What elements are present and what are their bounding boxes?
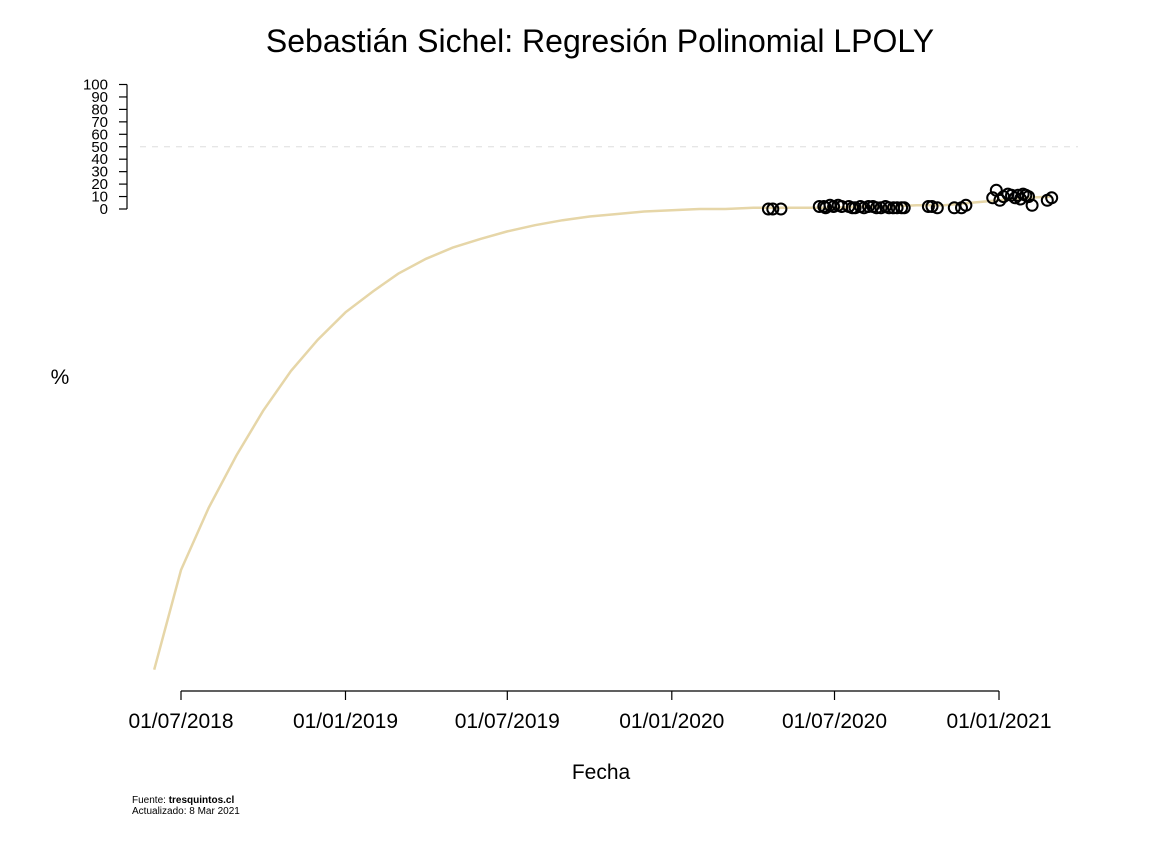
data-point	[761, 202, 775, 216]
y-tick-label: 80	[91, 101, 108, 118]
regression-line	[152, 195, 1052, 671]
data-point	[774, 202, 788, 216]
data-point	[993, 193, 1007, 207]
x-axis-label: Fecha	[572, 761, 631, 784]
source-prefix: Fuente:	[132, 795, 169, 806]
x-tick-label: 01/07/2018	[128, 710, 233, 733]
y-tick-label: 10	[91, 189, 108, 206]
data-point	[1025, 198, 1039, 212]
x-tick-label: 01/07/2019	[455, 710, 560, 733]
y-tick-label: 50	[91, 139, 108, 156]
data-point	[959, 198, 973, 212]
y-tick-label: 100	[83, 77, 108, 94]
y-tick-label: 60	[91, 126, 108, 143]
source-line: Fuente: tresquintos.cl	[132, 795, 240, 806]
updated-line: Actualizado: 8 Mar 2021	[132, 806, 240, 817]
data-point	[890, 201, 904, 215]
y-tick-label: 0	[100, 201, 108, 218]
y-tick-label: 30	[91, 164, 108, 181]
x-tick-label: 01/01/2019	[293, 710, 398, 733]
data-point	[862, 200, 875, 213]
data-point	[882, 201, 896, 215]
data-points	[761, 183, 1059, 216]
data-point	[930, 201, 944, 215]
source-name: tresquintos.cl	[168, 795, 235, 806]
y-tick-label: 70	[91, 114, 108, 131]
y-tick-label: 20	[91, 176, 108, 193]
caption: Fuente: tresquintos.cl Actualizado: 8 Ma…	[132, 795, 240, 817]
y-axis-label: %	[51, 366, 70, 389]
x-tick-label: 01/07/2020	[782, 710, 887, 733]
data-point	[947, 201, 961, 215]
y-tick-label: 40	[91, 151, 108, 168]
data-point	[1045, 191, 1059, 205]
data-point	[897, 201, 911, 215]
x-tick-label: 01/01/2020	[619, 710, 724, 733]
data-point	[766, 202, 780, 216]
data-point	[921, 200, 935, 213]
data-point	[870, 201, 883, 215]
chart-title: Sebastián Sichel: Regresión Polinomial L…	[266, 23, 934, 59]
x-axis: 01/07/2018 01/01/2019 01/07/2019 01/01/2020…	[128, 690, 1052, 733]
y-tick-label: 90	[91, 89, 108, 106]
data-point	[848, 201, 862, 215]
x-tick-label: 01/01/2021	[946, 710, 1051, 733]
data-point	[925, 200, 939, 213]
